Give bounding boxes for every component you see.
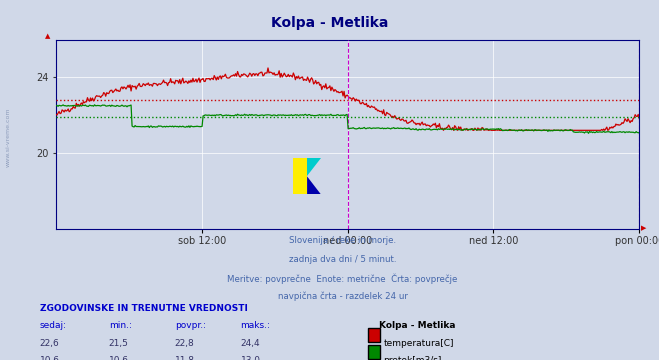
Text: 21,5: 21,5	[109, 339, 129, 348]
Polygon shape	[307, 158, 321, 176]
Polygon shape	[293, 158, 307, 194]
Text: ▲: ▲	[45, 33, 50, 40]
Text: povpr.:: povpr.:	[175, 321, 206, 330]
Text: 24,4: 24,4	[241, 339, 260, 348]
Polygon shape	[307, 176, 321, 194]
Text: 11,8: 11,8	[175, 356, 194, 360]
Text: Kolpa - Metlika: Kolpa - Metlika	[379, 321, 455, 330]
Text: sedaj:: sedaj:	[40, 321, 67, 330]
Text: zadnja dva dni / 5 minut.: zadnja dva dni / 5 minut.	[289, 255, 397, 264]
Text: 22,6: 22,6	[40, 339, 59, 348]
Text: Meritve: povprečne  Enote: metrične  Črta: povprečje: Meritve: povprečne Enote: metrične Črta:…	[227, 273, 458, 284]
Text: maks.:: maks.:	[241, 321, 270, 330]
Text: Slovenija / reke in morje.: Slovenija / reke in morje.	[289, 236, 396, 245]
Text: 10,6: 10,6	[109, 356, 129, 360]
Text: navpična črta - razdelek 24 ur: navpična črta - razdelek 24 ur	[277, 292, 408, 301]
Text: 22,8: 22,8	[175, 339, 194, 348]
Text: ▶: ▶	[641, 226, 646, 231]
Text: min.:: min.:	[109, 321, 132, 330]
Text: www.si-vreme.com: www.si-vreme.com	[5, 107, 11, 167]
Text: temperatura[C]: temperatura[C]	[384, 339, 454, 348]
Text: ZGODOVINSKE IN TRENUTNE VREDNOSTI: ZGODOVINSKE IN TRENUTNE VREDNOSTI	[40, 304, 247, 313]
Text: Kolpa - Metlika: Kolpa - Metlika	[271, 16, 388, 30]
Text: 13,0: 13,0	[241, 356, 260, 360]
Text: 10,6: 10,6	[40, 356, 59, 360]
Text: pretok[m3/s]: pretok[m3/s]	[384, 356, 442, 360]
